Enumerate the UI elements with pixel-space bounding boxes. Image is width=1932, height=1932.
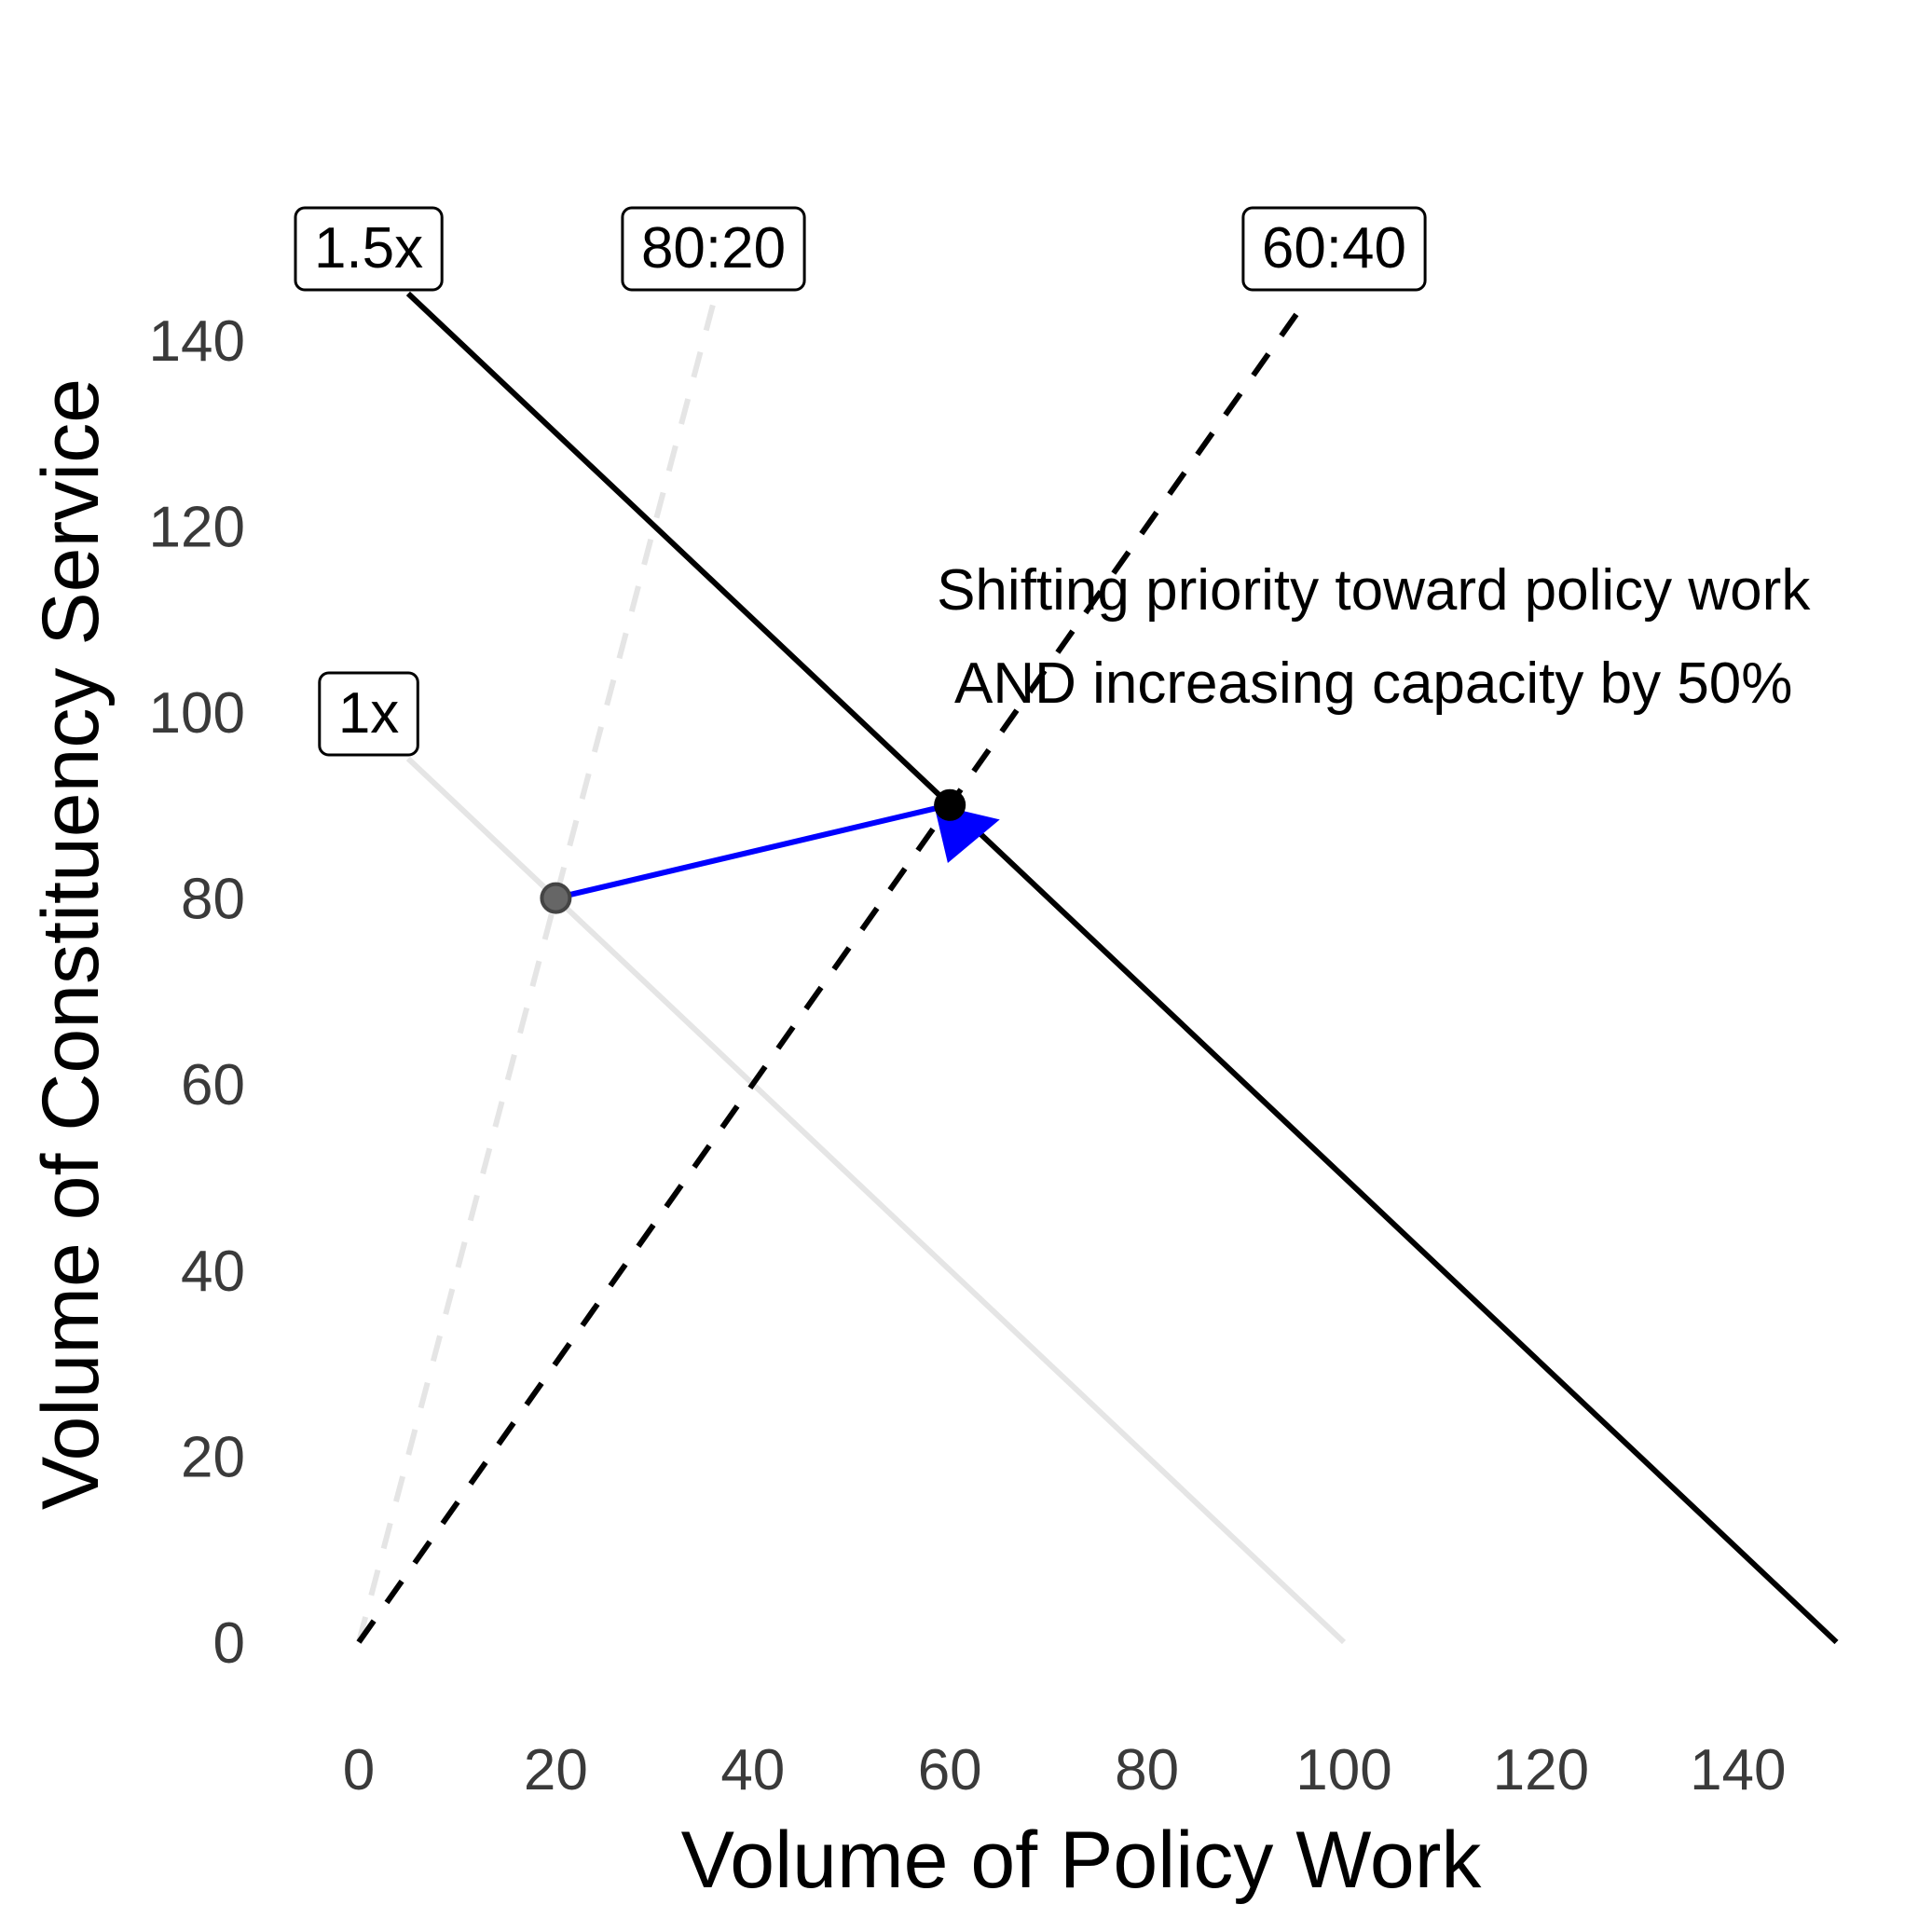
x-tick-label: 100 — [1295, 1738, 1391, 1802]
annotation-line-1: Shifting priority toward policy work — [937, 558, 1811, 623]
y-tick-layer: 0 20 40 60 80 100 120 140 — [149, 309, 245, 1676]
shift-arrow — [555, 803, 1000, 901]
y-tick-label: 80 — [181, 868, 245, 932]
y-tick-label: 40 — [181, 1240, 245, 1304]
x-tick-label: 0 — [343, 1738, 375, 1802]
point-layer — [540, 788, 966, 914]
label-text: 1x — [338, 681, 399, 746]
series-line-80-20 — [356, 302, 717, 1643]
x-tick-label: 60 — [918, 1738, 982, 1802]
y-tick-label: 120 — [149, 495, 245, 559]
x-tick-layer: 0 20 40 60 80 100 120 140 — [343, 1738, 1787, 1802]
label-text: 80:20 — [641, 216, 786, 281]
x-tick-label: 20 — [524, 1738, 588, 1802]
label-box — [294, 206, 444, 292]
label-text: 1.5x — [314, 216, 423, 281]
x-tick-label: 120 — [1493, 1738, 1589, 1802]
label-layer: 1x 1.5x 80:20 60:40 — [294, 206, 1427, 757]
series-label-80-20: 80:20 — [621, 206, 806, 292]
label-box — [1241, 206, 1427, 292]
series-label-60-40: 60:40 — [1241, 206, 1427, 292]
start-point — [540, 882, 572, 914]
series-label-1x: 1x — [318, 671, 419, 757]
y-tick-label: 0 — [213, 1611, 245, 1676]
y-tick-label: 20 — [181, 1425, 245, 1489]
series-line-60-40 — [356, 301, 1308, 1644]
label-text: 60:40 — [1262, 216, 1406, 281]
annotation-line-2: AND increasing capacity by 50% — [954, 651, 1792, 716]
label-box — [318, 671, 419, 757]
y-tick-label: 60 — [181, 1053, 245, 1117]
label-box — [621, 206, 806, 292]
end-point — [934, 788, 966, 821]
x-tick-label: 80 — [1115, 1738, 1179, 1802]
x-tick-label: 40 — [720, 1738, 785, 1802]
y-axis-title: Volume of Constituency Service — [26, 378, 116, 1510]
annotation-layer: Shifting priority toward policy work AND … — [937, 558, 1811, 716]
y-tick-label: 140 — [149, 309, 245, 374]
series-line-1-5x — [405, 291, 1839, 1645]
series-label-1-5x: 1.5x — [294, 206, 444, 292]
series-layer — [356, 291, 1839, 1645]
arrow-layer — [555, 803, 1000, 901]
x-axis-title: Volume of Policy Work — [681, 1816, 1483, 1905]
x-tick-label: 140 — [1690, 1738, 1786, 1802]
y-tick-label: 100 — [149, 681, 245, 746]
